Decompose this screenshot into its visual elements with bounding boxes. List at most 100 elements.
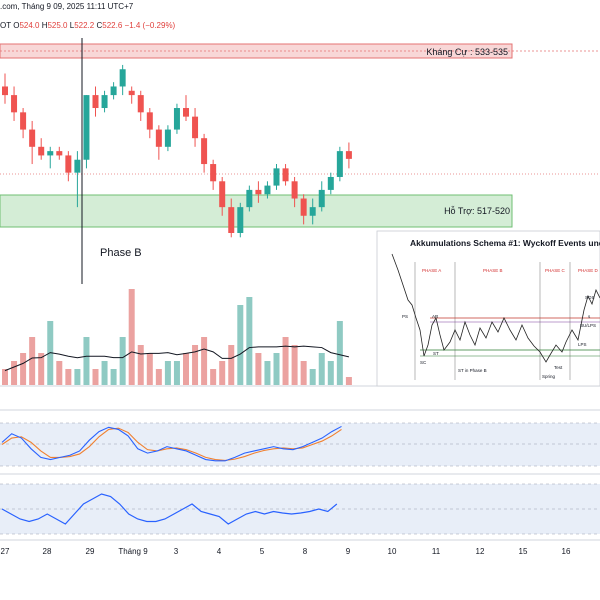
candle-body — [128, 90, 135, 96]
candle-body — [318, 189, 325, 208]
candle-body — [246, 189, 253, 208]
candle-body — [11, 95, 18, 113]
candles-group — [2, 64, 352, 238]
high-value: 525.0 — [47, 21, 68, 30]
inset-phase-a: PHASE A — [422, 268, 441, 273]
candle-body — [29, 129, 36, 147]
candle-body — [327, 176, 334, 190]
candle-body — [137, 95, 144, 113]
candle-body — [183, 108, 189, 117]
volume-bar — [345, 377, 352, 385]
volume-bar — [201, 337, 208, 385]
oscillator-line — [1, 493, 338, 525]
volume-bar — [56, 361, 63, 385]
x-axis-label: 4 — [217, 547, 222, 556]
candle-body — [309, 207, 316, 216]
low-label: L — [69, 21, 75, 30]
x-axis-label: 28 — [43, 547, 52, 556]
inset-st: ST — [433, 351, 439, 356]
volume-bar — [228, 345, 235, 385]
volume-bar — [273, 353, 280, 385]
inset-s: s — [588, 314, 591, 319]
candle-body — [119, 69, 126, 87]
candle-body — [65, 155, 72, 173]
volume-bar — [137, 345, 144, 385]
candle-body — [255, 189, 262, 195]
volume-bar — [219, 361, 226, 385]
resistance-label: Kháng Cự : 533-535 — [426, 47, 508, 57]
x-axis-label: 5 — [260, 547, 265, 556]
low-value: 522.2 — [74, 21, 95, 30]
candle-body — [273, 168, 280, 186]
volume-bar — [74, 369, 81, 385]
high-label: H — [41, 21, 48, 30]
volume-bar — [300, 361, 307, 385]
candle-body — [74, 159, 81, 173]
candle-body — [282, 168, 289, 182]
volume-bar — [336, 321, 343, 385]
candle-body — [345, 151, 352, 159]
inset-phase-d: PHASE D — [578, 268, 599, 273]
candle-body — [155, 129, 162, 147]
inset-sc: SC — [420, 360, 427, 365]
volume-bar — [155, 369, 162, 385]
candle-body — [110, 86, 117, 96]
close-value: 522.6 — [102, 21, 123, 30]
support-label: Hỗ Trợ: 517-520 — [444, 206, 510, 216]
volume-bar — [210, 369, 217, 385]
wyckoff-inset: Akkumulations Schema #1: Wyckoff Events … — [376, 230, 600, 387]
header-line-1: .com, Tháng 9 09, 2025 11:11 UTC+7 — [0, 2, 133, 11]
x-axis-label: 16 — [562, 547, 571, 556]
candle-body — [92, 95, 99, 109]
volume-bar — [92, 369, 99, 385]
x-axis-label: 27 — [1, 547, 10, 556]
ohlc-line: OT O524.0 H525.0 L522.2 C522.6 −1.4 (−0.… — [0, 21, 175, 30]
change-value: −1.4 (−0.29%) — [124, 21, 176, 30]
candle-body — [164, 129, 171, 147]
candle-body — [20, 112, 27, 130]
volume-bar — [237, 305, 244, 385]
volume-bar — [318, 353, 325, 385]
candle-body — [210, 164, 217, 182]
close-label: C — [96, 21, 103, 30]
open-label: O — [13, 21, 20, 30]
candle-body — [83, 95, 90, 160]
source-text: .com, — [0, 2, 20, 11]
candle-body — [47, 151, 54, 156]
volume-bar — [29, 337, 36, 385]
volume-bar — [119, 337, 126, 385]
x-axis-label: 11 — [432, 547, 441, 556]
inset-frame — [376, 230, 600, 387]
inset-test: Test — [554, 365, 563, 370]
volume-bar — [291, 345, 298, 385]
support-zone[interactable] — [0, 194, 513, 228]
volume-bar — [173, 361, 180, 385]
candle-body — [146, 112, 153, 130]
volume-bar — [146, 353, 153, 385]
volume-bar — [327, 361, 334, 385]
x-axis-label: 12 — [476, 547, 485, 556]
candle-body — [56, 151, 63, 156]
candle-body — [219, 181, 226, 208]
inset-phase-b: PHASE B — [483, 268, 503, 273]
inset-ps: PS — [402, 314, 408, 319]
inset-sos: SOS — [585, 295, 595, 300]
volume-bar — [11, 361, 18, 385]
inset-title: Akkumulations Schema #1: Wyckoff Events … — [410, 238, 600, 248]
volume-bar — [246, 297, 253, 385]
volume-bar — [128, 289, 135, 385]
x-axis-label: 9 — [346, 547, 351, 556]
volume-bar — [282, 337, 289, 385]
candle-body — [228, 207, 235, 233]
volume-bar — [255, 353, 262, 385]
volume-bar — [192, 345, 199, 385]
x-axis-label: Tháng 9 — [118, 547, 148, 556]
volume-bar — [83, 337, 90, 385]
x-axis-label: 3 — [174, 547, 179, 556]
symbol-suffix: OT — [0, 21, 11, 30]
candle-body — [2, 86, 8, 96]
volume-bar — [38, 353, 45, 385]
inset-price-path — [391, 253, 600, 363]
